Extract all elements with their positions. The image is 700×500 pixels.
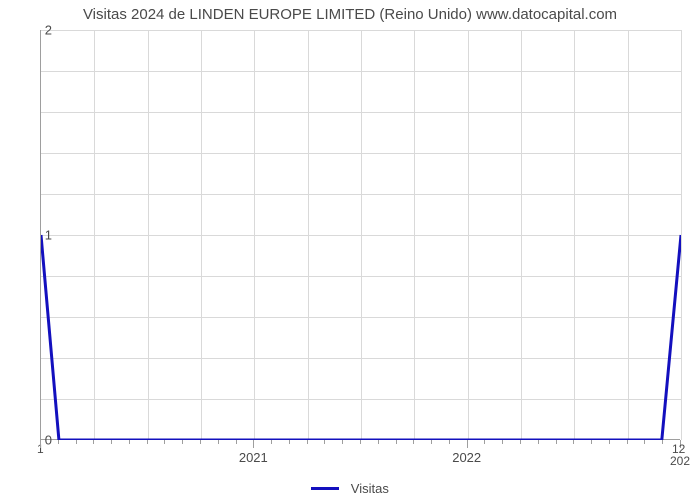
x-minor-tick bbox=[662, 440, 663, 444]
x-minor-tick bbox=[76, 440, 77, 444]
x-minor-tick bbox=[378, 440, 379, 444]
x-end-label-year: 202 bbox=[670, 454, 690, 468]
x-minor-tick bbox=[307, 440, 308, 444]
x-major-tick bbox=[253, 440, 254, 448]
x-minor-tick bbox=[164, 440, 165, 444]
chart-title: Visitas 2024 de LINDEN EUROPE LIMITED (R… bbox=[0, 6, 700, 23]
x-minor-tick bbox=[218, 440, 219, 444]
x-minor-tick bbox=[556, 440, 557, 444]
x-minor-tick bbox=[627, 440, 628, 444]
x-minor-tick bbox=[236, 440, 237, 444]
x-minor-tick bbox=[644, 440, 645, 444]
y-tick-label: 1 bbox=[45, 228, 52, 243]
legend-label: Visitas bbox=[351, 481, 389, 496]
plot-area bbox=[40, 30, 680, 440]
x-minor-tick bbox=[484, 440, 485, 444]
x-minor-tick bbox=[396, 440, 397, 444]
x-minor-tick bbox=[324, 440, 325, 444]
x-minor-tick bbox=[591, 440, 592, 444]
x-minor-tick bbox=[147, 440, 148, 444]
plot-wrap: 12021202212202 bbox=[40, 30, 680, 460]
x-minor-tick bbox=[520, 440, 521, 444]
legend-swatch bbox=[311, 487, 339, 490]
x-minor-tick bbox=[182, 440, 183, 444]
x-major-label: 2021 bbox=[239, 450, 268, 465]
x-minor-tick bbox=[573, 440, 574, 444]
x-minor-tick bbox=[449, 440, 450, 444]
y-tick-label: 0 bbox=[45, 433, 52, 448]
x-minor-tick bbox=[538, 440, 539, 444]
x-minor-tick bbox=[129, 440, 130, 444]
y-tick-label: 2 bbox=[45, 23, 52, 38]
x-minor-tick bbox=[342, 440, 343, 444]
x-minor-tick bbox=[200, 440, 201, 444]
x-major-tick bbox=[467, 440, 468, 448]
x-minor-tick bbox=[609, 440, 610, 444]
gridline-vertical bbox=[681, 30, 682, 440]
x-major-label: 2022 bbox=[452, 450, 481, 465]
x-minor-tick bbox=[431, 440, 432, 444]
x-minor-tick bbox=[93, 440, 94, 444]
x-minor-tick bbox=[413, 440, 414, 444]
x-minor-tick bbox=[58, 440, 59, 444]
series-line bbox=[41, 30, 681, 440]
x-minor-tick bbox=[289, 440, 290, 444]
x-minor-tick bbox=[271, 440, 272, 444]
legend: Visitas bbox=[0, 480, 700, 496]
x-minor-tick bbox=[360, 440, 361, 444]
x-minor-tick bbox=[502, 440, 503, 444]
x-minor-tick bbox=[111, 440, 112, 444]
x-major-tick bbox=[40, 440, 41, 448]
